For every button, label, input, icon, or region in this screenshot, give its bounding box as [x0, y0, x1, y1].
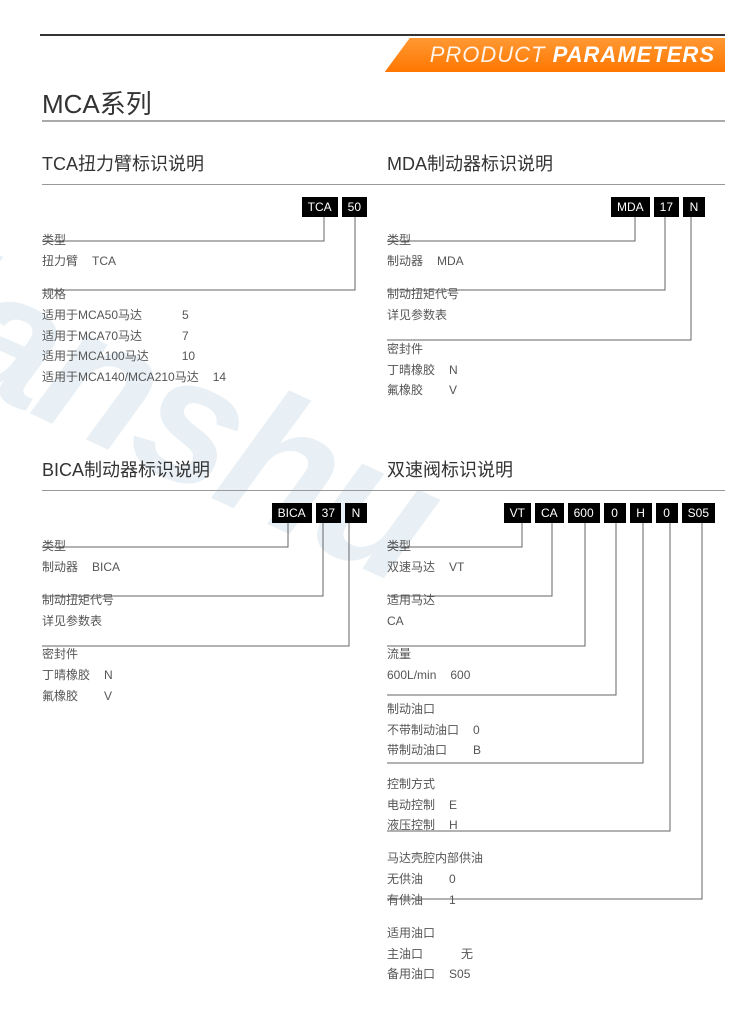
spec-row: 氟橡胶V — [42, 686, 387, 706]
section-mda: MDA制动器标识说明 MDA 17 N 类型 制动器MDA — [387, 150, 725, 401]
code-box: 37 — [316, 503, 341, 523]
spec-row: 无供油0 — [387, 869, 725, 889]
code-box: N — [345, 503, 367, 523]
spec-row: 制动器MDA — [387, 251, 725, 271]
group-label: 适用油口 — [387, 924, 725, 941]
spec-row: 适用于MCA70马达7 — [42, 326, 387, 346]
codes-row: TCA 50 — [42, 185, 387, 217]
spec-row: 氟橡胶V — [387, 380, 725, 400]
title-underline — [42, 120, 725, 122]
group-label: 适用马达 — [387, 591, 725, 608]
spec-row: 有供油1 — [387, 890, 725, 910]
spec-row: 适用于MCA100马达10 — [42, 346, 387, 366]
group-label: 制动扭矩代号 — [42, 591, 387, 608]
code-box: BICA — [272, 503, 312, 523]
page-title: MCA系列 — [42, 84, 152, 121]
codes-row: VT CA 600 0 H 0 S05 — [387, 491, 725, 523]
group-label: 流量 — [387, 645, 725, 662]
spec-row: 主油口无 — [387, 944, 725, 964]
content: TCA扭力臂标识说明 TCA 50 类型 扭力臂TCA 规格 — [42, 150, 725, 985]
group-label: 类型 — [42, 537, 387, 554]
group-label: 类型 — [387, 231, 725, 248]
spec-row: 详见参数表 — [42, 611, 387, 631]
group-label: 类型 — [387, 537, 725, 554]
group-label: 制动扭矩代号 — [387, 285, 725, 302]
spec-row: 丁晴橡胶N — [387, 360, 725, 380]
code-box: 0 — [604, 503, 626, 523]
spec-row: 电动控制E — [387, 795, 725, 815]
code-box: H — [630, 503, 652, 523]
code-box: S05 — [682, 503, 715, 523]
section-bica: BICA制动器标识说明 BICA 37 N 类型 制动器BICA — [42, 456, 387, 985]
code-box: 17 — [654, 197, 679, 217]
codes-row: MDA 17 N — [387, 185, 725, 217]
spec-row: 适用于MCA50马达5 — [42, 305, 387, 325]
code-box: MDA — [611, 197, 650, 217]
spec-row: CA — [387, 611, 725, 631]
code-box: 0 — [656, 503, 678, 523]
spec-row: 适用于MCA140/MCA210马达14 — [42, 367, 387, 387]
spec-row: 不带制动油口0 — [387, 720, 725, 740]
group-label: 密封件 — [387, 340, 725, 357]
spec-row: 详见参数表 — [387, 305, 725, 325]
header-badge: PRODUCT PARAMETERS — [385, 38, 725, 72]
spec-row: 备用油口S05 — [387, 964, 725, 984]
section-title: BICA制动器标识说明 — [42, 456, 387, 491]
code-box: 50 — [342, 197, 367, 217]
spec-row: 丁晴橡胶N — [42, 665, 387, 685]
spec-row: 双速马达VT — [387, 557, 725, 577]
group-label: 控制方式 — [387, 775, 725, 792]
header-top-line — [40, 34, 725, 36]
spec-row: 600L/min600 — [387, 665, 725, 685]
badge-light: PRODUCT — [430, 42, 553, 67]
code-box: N — [683, 197, 705, 217]
spec-row: 液压控制H — [387, 815, 725, 835]
code-box: 600 — [568, 503, 600, 523]
group-label: 密封件 — [42, 645, 387, 662]
section-vt: 双速阀标识说明 VT CA 600 0 H 0 S05 — [387, 456, 725, 985]
section-title: TCA扭力臂标识说明 — [42, 150, 387, 185]
spec-row: 扭力臂TCA — [42, 251, 387, 271]
codes-row: BICA 37 N — [42, 491, 387, 523]
group-label: 制动油口 — [387, 700, 725, 717]
code-box: VT — [504, 503, 531, 523]
section-title: 双速阀标识说明 — [387, 456, 725, 491]
section-title: MDA制动器标识说明 — [387, 150, 725, 185]
group-label: 类型 — [42, 231, 387, 248]
code-box: TCA — [302, 197, 338, 217]
badge-bold: PARAMETERS — [553, 42, 715, 67]
group-label: 马达壳腔内部供油 — [387, 849, 725, 866]
section-tca: TCA扭力臂标识说明 TCA 50 类型 扭力臂TCA 规格 — [42, 150, 387, 401]
spec-row: 制动器BICA — [42, 557, 387, 577]
code-box: CA — [535, 503, 564, 523]
spec-row: 带制动油口B — [387, 740, 725, 760]
group-label: 规格 — [42, 285, 387, 302]
